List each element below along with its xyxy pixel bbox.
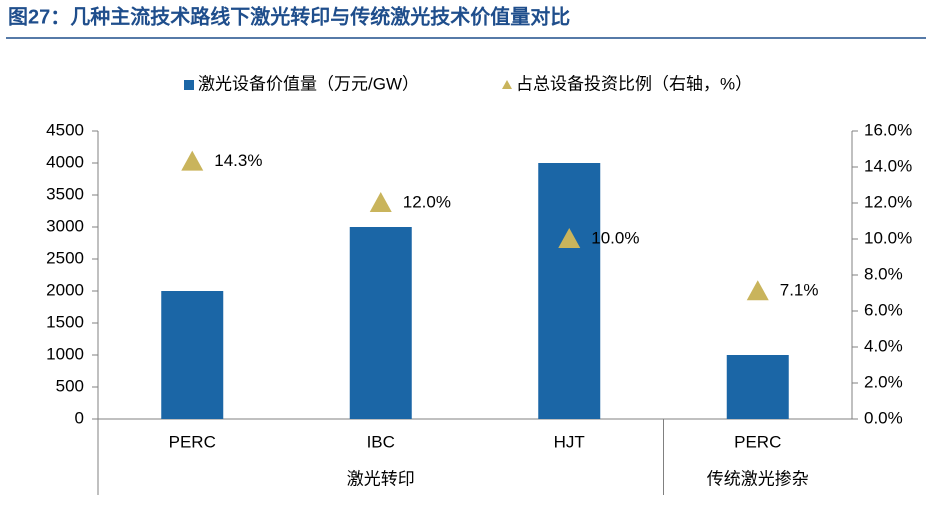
y-tick-label: 2000: [46, 280, 84, 299]
triangle-marker: [369, 192, 392, 212]
y-tick-label: 4500: [46, 120, 84, 139]
y2-tick-label: 16.0%: [864, 120, 912, 139]
data-label: 12.0%: [403, 192, 451, 211]
x-tick-label: PERC: [734, 432, 781, 451]
y2-tick-label: 8.0%: [864, 264, 903, 283]
y-tick-label: 0: [75, 408, 84, 427]
y2-tick-label: 10.0%: [864, 228, 912, 247]
y2-tick-label: 2.0%: [864, 372, 903, 391]
legend-swatch: [184, 80, 194, 90]
data-label: 14.3%: [214, 151, 262, 170]
y-tick-label: 1500: [46, 312, 84, 331]
triangle-marker: [746, 280, 769, 301]
y-tick-label: 3000: [46, 216, 84, 235]
y-tick-label: 500: [56, 376, 84, 395]
x-tick-label: HJT: [554, 432, 585, 451]
group-label: 传统激光掺杂: [707, 469, 809, 488]
y2-tick-label: 0.0%: [864, 408, 903, 427]
data-label: 10.0%: [591, 228, 639, 247]
triangle-marker: [558, 228, 581, 248]
y-tick-label: 2500: [46, 248, 84, 267]
y-tick-label: 4000: [46, 152, 84, 171]
y2-tick-label: 14.0%: [864, 156, 912, 175]
bar: [726, 355, 789, 419]
y2-tick-label: 4.0%: [864, 336, 903, 355]
bar: [349, 227, 412, 419]
legend-label: 激光设备价值量（万元/GW）: [198, 74, 419, 93]
data-label: 7.1%: [780, 281, 819, 300]
y-tick-label: 1000: [46, 344, 84, 363]
bar: [161, 291, 224, 419]
bar: [538, 163, 601, 419]
y-tick-label: 3500: [46, 184, 84, 203]
legend-label: 占总设备投资比例（右轴，%）: [516, 74, 752, 93]
chart-title: 图27：几种主流技术路线下激光转印与传统激光技术价值量对比: [8, 4, 570, 28]
x-tick-label: IBC: [367, 432, 395, 451]
legend-swatch: [502, 80, 512, 89]
x-tick-label: PERC: [169, 432, 216, 451]
y2-tick-label: 6.0%: [864, 300, 903, 319]
group-label: 激光转印: [347, 469, 415, 488]
y2-tick-label: 12.0%: [864, 192, 912, 211]
triangle-marker: [181, 150, 204, 171]
